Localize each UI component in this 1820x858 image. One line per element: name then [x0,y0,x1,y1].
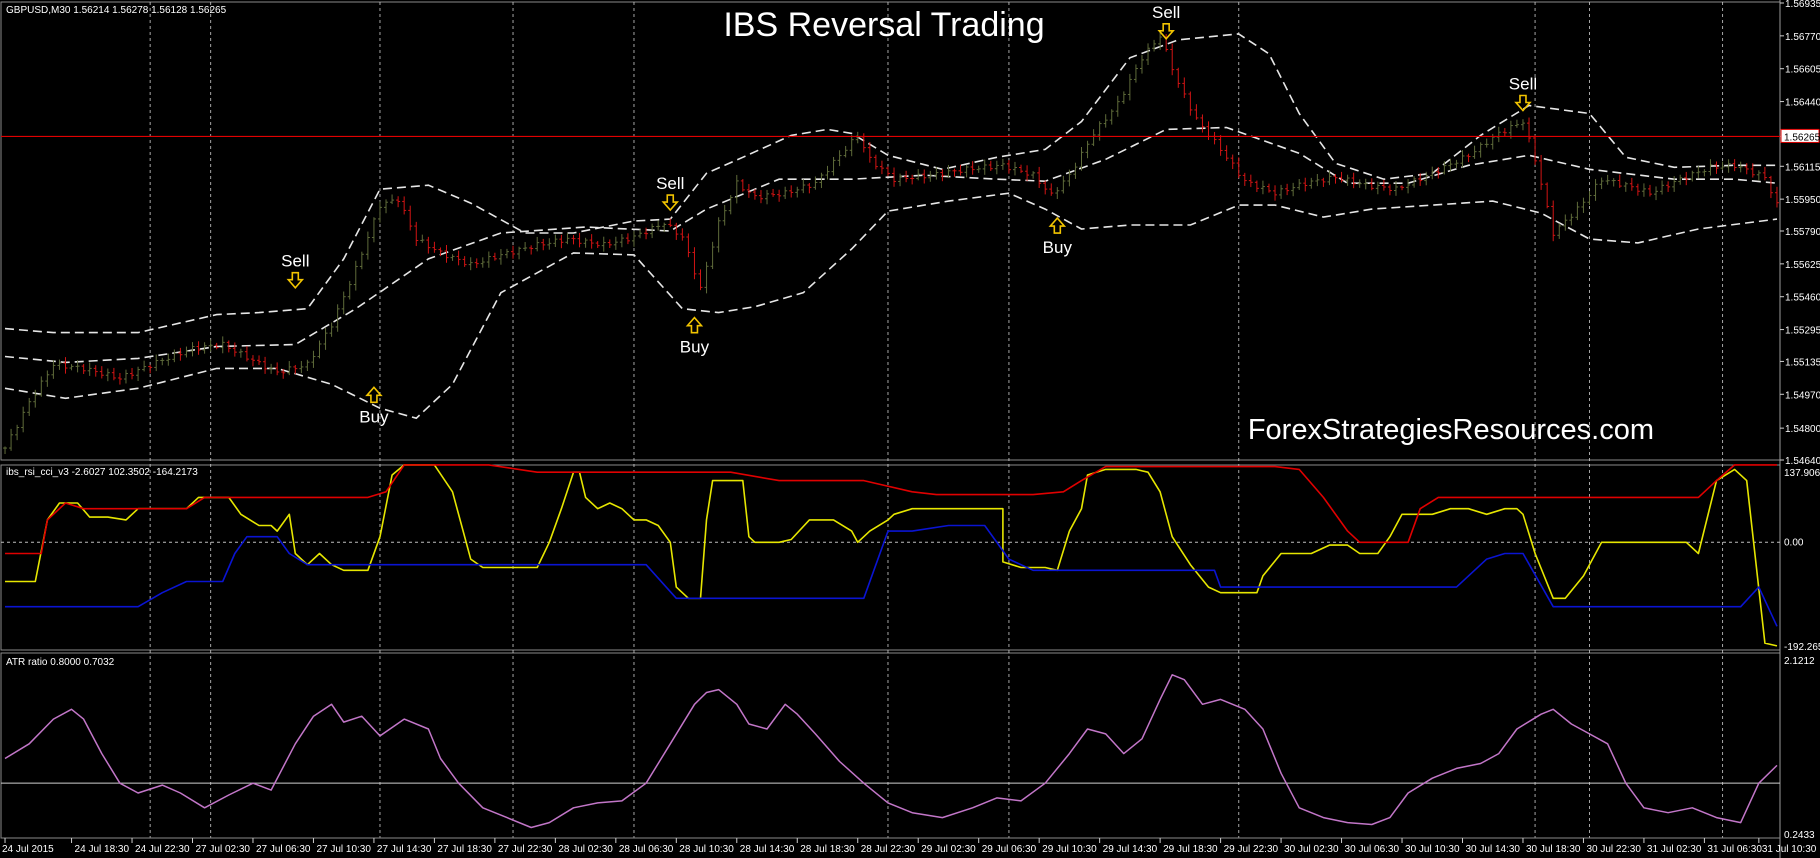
buy-label: Buy [359,407,389,426]
atr-tick-label: 2.1212 [1784,656,1815,667]
ibs-tick-label: -192.2658 [1784,642,1820,653]
time-tick-label: 29 Jul 06:30 [982,844,1037,855]
sell-signal: Sell [1509,75,1537,112]
price-tick-label: 1.56605 [1785,65,1820,76]
atr-pane-label: ATR ratio 0.8000 0.7032 [6,657,115,668]
sell-arrow-icon [286,271,305,289]
time-tick-label: 27 Jul 22:30 [498,844,553,855]
time-tick-label: 24 Jul 18:30 [75,844,130,855]
price-tick-label: 1.55135 [1785,357,1820,368]
time-tick-label: 28 Jul 14:30 [740,844,795,855]
sell-label: Sell [1509,75,1537,94]
price-tick-label: 1.56440 [1785,98,1820,109]
time-tick-label: 27 Jul 14:30 [377,844,432,855]
pane-frame [0,652,1781,839]
price-tick-label: 1.54800 [1785,424,1820,435]
time-tick-label: 29 Jul 18:30 [1163,844,1218,855]
buy-signal: Buy [1043,216,1073,257]
envelope-lower-line [4,192,1778,420]
time-tick-label: 30 Jul 14:30 [1466,844,1521,855]
price-tick-label: 1.56935 [1785,0,1820,10]
time-tick-label: 31 Jul 10:30 [1762,844,1817,855]
time-tick-label: 27 Jul 18:30 [437,844,492,855]
time-tick-label: 28 Jul 06:30 [619,844,674,855]
time-tick-label: 28 Jul 10:30 [679,844,734,855]
time-tick-label: 27 Jul 10:30 [316,844,371,855]
envelope-bands [4,33,1778,420]
price-bars [3,31,1779,455]
buy-label: Buy [680,338,710,357]
sell-signal: Sell [1152,3,1180,41]
time-tick-label: 31 Jul 02:30 [1647,844,1702,855]
time-tick-label: 30 Jul 06:30 [1345,844,1400,855]
envelope-mid-line [4,126,1778,364]
sell-arrow-icon [1514,94,1532,112]
ibs-lines [5,464,1778,647]
time-tick-label: 29 Jul 02:30 [921,844,976,855]
time-tick-label: 28 Jul 02:30 [558,844,613,855]
time-tick-label: 30 Jul 18:30 [1526,844,1581,855]
time-tick-label: 27 Jul 06:30 [256,844,311,855]
price-tick-label: 1.55460 [1785,293,1820,304]
buy-arrow-icon [1048,216,1067,234]
current-price-label: 1.56265 [1784,132,1820,143]
ibs-red-line [5,464,1777,555]
pane-frame [0,1,1781,461]
atr-ratio-line [4,674,1778,829]
price-tick-label: 1.56770 [1785,32,1820,43]
price-tick-label: 1.55950 [1785,195,1820,206]
price-tick-label: 1.55295 [1785,326,1820,337]
time-tick-label: 30 Jul 02:30 [1284,844,1339,855]
time-tick-label: 29 Jul 10:30 [1042,844,1097,855]
envelope-upper-line [4,33,1777,334]
ibs-tick-label: 0.00 [1784,537,1804,548]
sell-signal: Sell [281,252,309,289]
time-tick-label: 29 Jul 22:30 [1224,844,1279,855]
price-tick-label: 1.54970 [1785,390,1820,401]
price-tick-label: 1.56115 [1785,162,1820,173]
buy-arrow-icon [365,386,383,404]
price-tick-label: 1.54640 [1785,456,1820,467]
chart-title: IBS Reversal Trading [723,6,1045,44]
pane-frame [0,464,1781,651]
current-price-box [1780,128,1820,143]
time-tick-label: 31 Jul 06:30 [1707,844,1762,855]
time-tick-label: 27 Jul 02:30 [196,844,251,855]
sell-signal: Sell [656,174,684,212]
time-tick-label: 28 Jul 18:30 [800,844,855,855]
sell-label: Sell [281,252,309,271]
time-tick-label: 29 Jul 14:30 [1103,844,1158,855]
ibs-yellow-line [5,464,1778,647]
sell-label: Sell [1152,3,1180,22]
ibs-blue-line [5,524,1778,627]
atr-tick-label: 0.2433 [1784,830,1815,841]
time-tick-label: 30 Jul 22:30 [1586,844,1641,855]
buy-arrow-icon [685,316,704,334]
ibs-pane-label: ibs_rsi_cci_v3 -2.6027 102.3502 -164.217… [6,467,198,478]
buy-signal: Buy [680,316,710,357]
time-tick-label: 30 Jul 10:30 [1405,844,1460,855]
watermark: ForexStrategiesResources.com [1247,414,1654,446]
price-tick-label: 1.55790 [1785,227,1820,238]
time-tick-label: 24 Jul 2015 [2,844,54,855]
sell-arrow-icon [1157,23,1175,41]
time-tick-label: 24 Jul 22:30 [135,844,190,855]
buy-signal: Buy [359,386,389,426]
time-tick-label: 28 Jul 22:30 [861,844,916,855]
buy-label: Buy [1043,238,1073,257]
price-pane-label: GBPUSD,M30 1.56214 1.56278 1.56128 1.562… [6,5,227,16]
sell-label: Sell [656,174,684,193]
price-tick-label: 1.55625 [1785,260,1820,271]
ibs-tick-label: 137.9061 [1784,468,1820,479]
sell-arrow-icon [661,194,680,212]
